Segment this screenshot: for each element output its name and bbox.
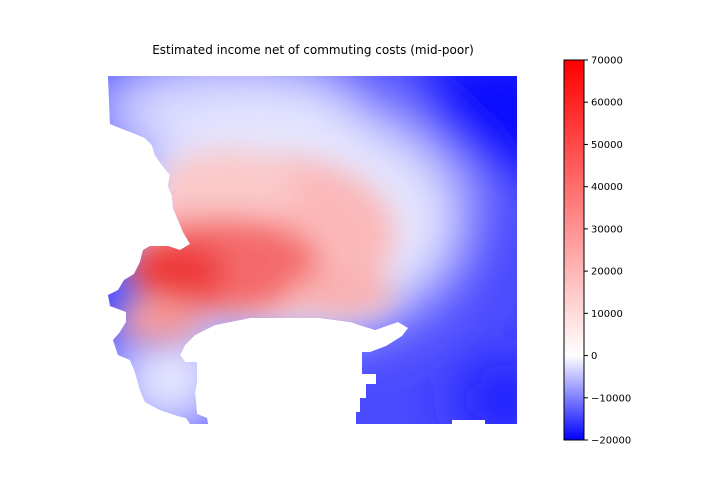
chart-title: Estimated income net of commuting costs …	[152, 43, 474, 57]
heatmap-warm-north	[160, 150, 300, 220]
colorbar-tick-label: −20000	[591, 436, 631, 447]
colorbar-ticks: −20000 −10000 0 10000 20000 30000 40000 50000 60…	[584, 56, 631, 447]
colorbar-tick-label: 50000	[591, 140, 623, 151]
heatmap-warm-south	[120, 298, 200, 342]
colorbar-tick-label: 60000	[591, 98, 623, 109]
heatmap-deep-north-east	[410, 76, 517, 180]
heatmap-deep-south-east	[455, 360, 517, 424]
colorbar: −20000 −10000 0 10000 20000 30000 40000 50000 60…	[563, 56, 631, 447]
colorbar-tick-label: 10000	[591, 309, 623, 320]
heatmap-pale-south-west	[110, 325, 230, 424]
colorbar-tick-label: 20000	[591, 267, 623, 278]
colorbar-tick-label: 30000	[591, 224, 623, 235]
heatmap	[108, 76, 517, 424]
colorbar-tick-label: 70000	[591, 56, 623, 67]
colorbar-tick-label: 40000	[591, 182, 623, 193]
colorbar-tick-label: 0	[591, 351, 597, 362]
heatmap-warm-east	[285, 273, 395, 317]
heatmap-hottest	[130, 242, 226, 302]
colorbar-gradient	[563, 59, 585, 441]
colorbar-tick-label: −10000	[591, 393, 631, 404]
